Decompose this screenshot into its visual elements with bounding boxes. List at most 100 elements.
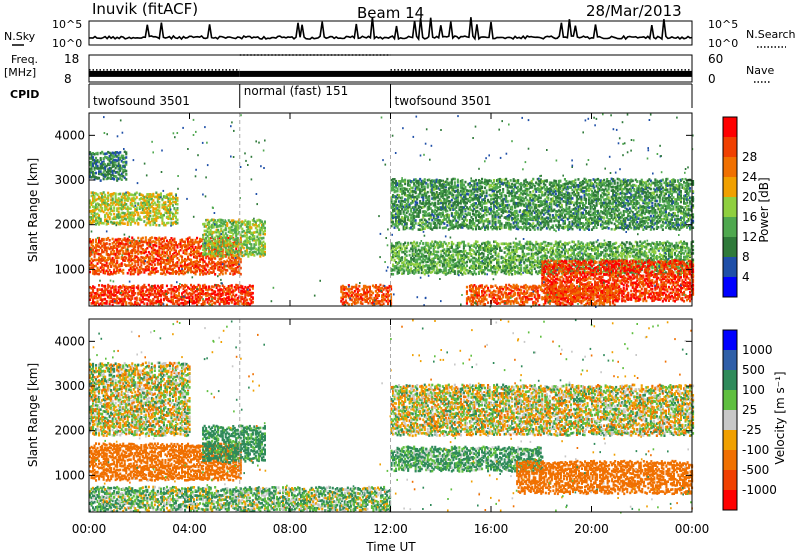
- echo-cell: [515, 223, 518, 226]
- echo-cell: [524, 187, 527, 191]
- echo-cell: [107, 295, 110, 298]
- echo-cell: [149, 239, 152, 242]
- echo-cell: [119, 252, 122, 255]
- echo-cell: [443, 188, 446, 191]
- echo-cell: [191, 241, 194, 245]
- echo-cell: [202, 254, 205, 258]
- echo-cell: [455, 219, 458, 223]
- echo-cell: [226, 264, 229, 268]
- echo-cell: [437, 179, 440, 183]
- echo-cell: [194, 301, 197, 304]
- echo-cell: [128, 207, 131, 210]
- echo-cell: [385, 295, 388, 299]
- echo-cell: [147, 263, 150, 266]
- echo-cell: [128, 290, 131, 293]
- echo-cell: [392, 185, 395, 188]
- echo-cell: [174, 195, 177, 198]
- echo-cell: [416, 212, 419, 215]
- echo-cell: [170, 297, 173, 300]
- echo-cell: [514, 203, 517, 207]
- echo-cell: [385, 292, 388, 296]
- echo-cell: [508, 218, 511, 222]
- echo-cell: [104, 302, 107, 305]
- echo-cell: [147, 291, 150, 295]
- echo-cell: [509, 191, 512, 195]
- echo-cell: [134, 251, 137, 255]
- echo-cell: [190, 258, 193, 262]
- echo-cell: [253, 254, 256, 257]
- echo-cell: [209, 228, 212, 232]
- echo-cell: [392, 205, 395, 209]
- echo-cell: [202, 291, 205, 295]
- echo-cell: [149, 255, 152, 259]
- echo-cell: [392, 203, 395, 206]
- echo-cell: [177, 269, 180, 272]
- echo-cell: [491, 193, 494, 197]
- echo-cell: [509, 211, 512, 214]
- echo-cell: [481, 177, 484, 181]
- echo-cell: [156, 300, 159, 303]
- echo-cell: [98, 214, 101, 217]
- echo-cell: [107, 198, 110, 201]
- echo-cell: [98, 221, 101, 224]
- echo-cell: [482, 190, 485, 194]
- echo-cell: [114, 285, 117, 288]
- echo-cell: [167, 297, 170, 301]
- echo-cell: [208, 237, 211, 240]
- echo-cell: [116, 238, 119, 242]
- echo-cell: [398, 180, 401, 183]
- echo-cell: [92, 298, 95, 301]
- echo-cell: [90, 257, 93, 261]
- echo-cell: [117, 216, 120, 220]
- echo-cell: [182, 301, 185, 305]
- echo-cell: [193, 252, 196, 256]
- echo-cell: [125, 178, 128, 181]
- echo-cell: [428, 195, 431, 198]
- echo-cell: [248, 292, 251, 295]
- echo-cell: [153, 243, 156, 247]
- echo-cell: [107, 170, 110, 173]
- echo-cell: [196, 236, 199, 240]
- echo-cell: [532, 197, 535, 201]
- echo-cell: [526, 221, 529, 225]
- echo-cell: [90, 266, 93, 269]
- echo-cell: [101, 192, 104, 196]
- echo-cell: [126, 207, 129, 211]
- echo-cell: [184, 285, 187, 289]
- echo-cell: [101, 268, 104, 272]
- echo-cell: [162, 269, 165, 272]
- echo-cell: [455, 213, 458, 216]
- echo-cell: [200, 265, 203, 268]
- echo-cell: [515, 204, 518, 208]
- echo-cell: [119, 263, 122, 266]
- echo-cell: [450, 185, 453, 188]
- echo-cell: [368, 285, 371, 289]
- echo-cell: [119, 164, 122, 167]
- echo-cell: [102, 237, 105, 241]
- echo-cell: [177, 272, 180, 276]
- echo-cell: [167, 288, 170, 291]
- echo-cell: [105, 156, 108, 159]
- echo-cell: [117, 207, 120, 210]
- echo-cell: [107, 172, 110, 175]
- echo-cell: [232, 293, 235, 296]
- echo-cell: [399, 220, 402, 223]
- echo-cell: [105, 174, 108, 177]
- echo-cell: [226, 269, 229, 272]
- echo-cell: [131, 302, 134, 306]
- echo-cell: [518, 210, 521, 213]
- echo-cell: [125, 193, 128, 197]
- echo-cell: [399, 196, 402, 200]
- echo-cell: [211, 230, 214, 234]
- echo-cell: [155, 244, 158, 248]
- echo-cell: [101, 259, 104, 262]
- echo-cell: [120, 198, 123, 202]
- echo-cell: [105, 293, 108, 297]
- echo-cell: [182, 287, 185, 291]
- echo-cell: [205, 233, 208, 236]
- echo-cell: [399, 203, 402, 207]
- echo-cell: [211, 288, 214, 292]
- echo-cell: [164, 208, 167, 211]
- echo-cell: [341, 301, 344, 305]
- echo-cell: [143, 209, 146, 212]
